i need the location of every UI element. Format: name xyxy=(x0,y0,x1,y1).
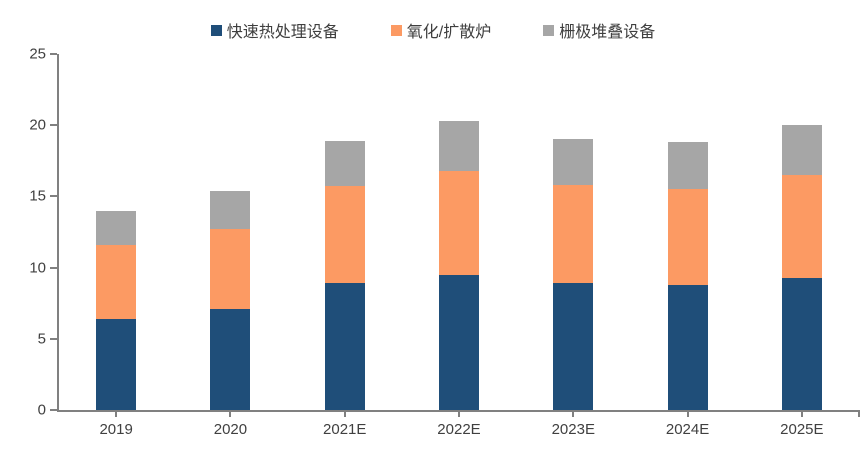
x-axis-tick xyxy=(115,410,118,417)
legend: 快速热处理设备 氧化/扩散炉 栅极堆叠设备 xyxy=(0,18,866,42)
y-axis-tick-label: 15 xyxy=(29,187,46,205)
stacked-bar-2021E xyxy=(324,54,365,410)
bar-segment-2025E xyxy=(781,125,822,176)
x-axis-category-label: 2023E xyxy=(551,421,595,438)
legend-marker-oxidation-diffusion xyxy=(390,24,402,36)
bar-segment-2019 xyxy=(96,210,137,245)
x-axis-category-label: 2021E xyxy=(323,421,367,438)
y-axis-tick xyxy=(50,124,57,127)
legend-label-rapid-thermal: 快速热处理设备 xyxy=(226,24,339,41)
bar-segment-2021E xyxy=(324,186,365,284)
x-axis-category-label: 2020 xyxy=(213,421,248,438)
bar-segment-2020 xyxy=(210,190,251,230)
legend-marker-gate-stack xyxy=(543,24,555,36)
bar-segment-2021E xyxy=(324,283,365,410)
x-axis-tick xyxy=(800,410,803,417)
y-axis-tick-label: 5 xyxy=(37,330,46,348)
y-axis-tick xyxy=(50,53,57,55)
x-axis-tick xyxy=(457,410,460,417)
y-axis-tick xyxy=(50,266,57,269)
bar-segment-2023E xyxy=(553,185,594,284)
x-axis-tick xyxy=(572,410,575,417)
bar-segment-2021E xyxy=(324,140,365,187)
legend-marker-rapid-thermal xyxy=(210,24,222,36)
category-column-2021E: 2021E xyxy=(288,54,402,438)
stacked-bar-2022E xyxy=(438,54,479,410)
y-axis-tick-label: 0 xyxy=(37,401,46,419)
y-axis-tick-label: 10 xyxy=(29,259,46,277)
bar-segment-2019 xyxy=(96,318,137,410)
x-axis-category-label: 2019 xyxy=(99,421,133,438)
bar-segment-2024E xyxy=(667,284,708,410)
bar-segment-2022E xyxy=(438,170,479,275)
plot-area: 0 5 10 15 20 25 2019 2020 2021E 2022E 2023E 2024E 20… xyxy=(29,47,860,438)
stacked-bar-2023E xyxy=(553,54,594,410)
bar-segment-2025E xyxy=(781,277,822,410)
legend-item-rapid-thermal: 快速热处理设备 xyxy=(210,18,339,42)
legend-item-gate-stack: 栅极堆叠设备 xyxy=(543,18,655,42)
category-column-2019: 2019 xyxy=(59,54,173,438)
bar-segment-2023E xyxy=(553,283,594,410)
stacked-bar-2024E xyxy=(667,54,708,410)
x-axis-end-tick xyxy=(858,410,860,417)
bar-segment-2025E xyxy=(781,175,822,278)
bar-segment-2022E xyxy=(438,120,479,171)
stacked-bar-2019 xyxy=(96,54,137,410)
x-axis-category-label: 2025E xyxy=(780,421,824,438)
category-column-2023E: 2023E xyxy=(516,54,630,438)
y-axis-tick xyxy=(50,337,57,340)
stacked-bar-2020 xyxy=(210,54,251,410)
y-axis-tick xyxy=(50,409,57,411)
x-axis-category-label: 2022E xyxy=(437,421,481,438)
bar-segment-2024E xyxy=(667,142,708,190)
bar-segment-2024E xyxy=(667,189,708,285)
bar-segment-2019 xyxy=(96,244,137,319)
legend-item-oxidation-diffusion: 氧化/扩散炉 xyxy=(390,18,492,42)
bar-segment-2020 xyxy=(210,308,251,410)
bar-segment-2020 xyxy=(210,229,251,309)
stacked-bar-2025E xyxy=(781,54,822,410)
category-column-2025E: 2025E xyxy=(745,54,859,438)
legend-label-gate-stack: 栅极堆叠设备 xyxy=(559,24,656,41)
x-axis-tick xyxy=(229,410,232,417)
x-axis-tick xyxy=(343,410,346,417)
bar-segment-2023E xyxy=(553,139,594,186)
category-column-2020: 2020 xyxy=(173,54,287,438)
x-axis-tick xyxy=(686,410,689,417)
legend-label-oxidation-diffusion: 氧化/扩散炉 xyxy=(406,24,492,41)
y-axis-tick xyxy=(50,195,57,198)
y-axis-tick-label: 25 xyxy=(29,45,46,63)
y-axis-tick-label: 20 xyxy=(29,116,46,134)
bar-segment-2022E xyxy=(438,274,479,410)
category-column-2022E: 2022E xyxy=(402,54,516,438)
x-axis-category-label: 2024E xyxy=(665,421,710,438)
category-column-2024E: 2024E xyxy=(630,54,744,438)
